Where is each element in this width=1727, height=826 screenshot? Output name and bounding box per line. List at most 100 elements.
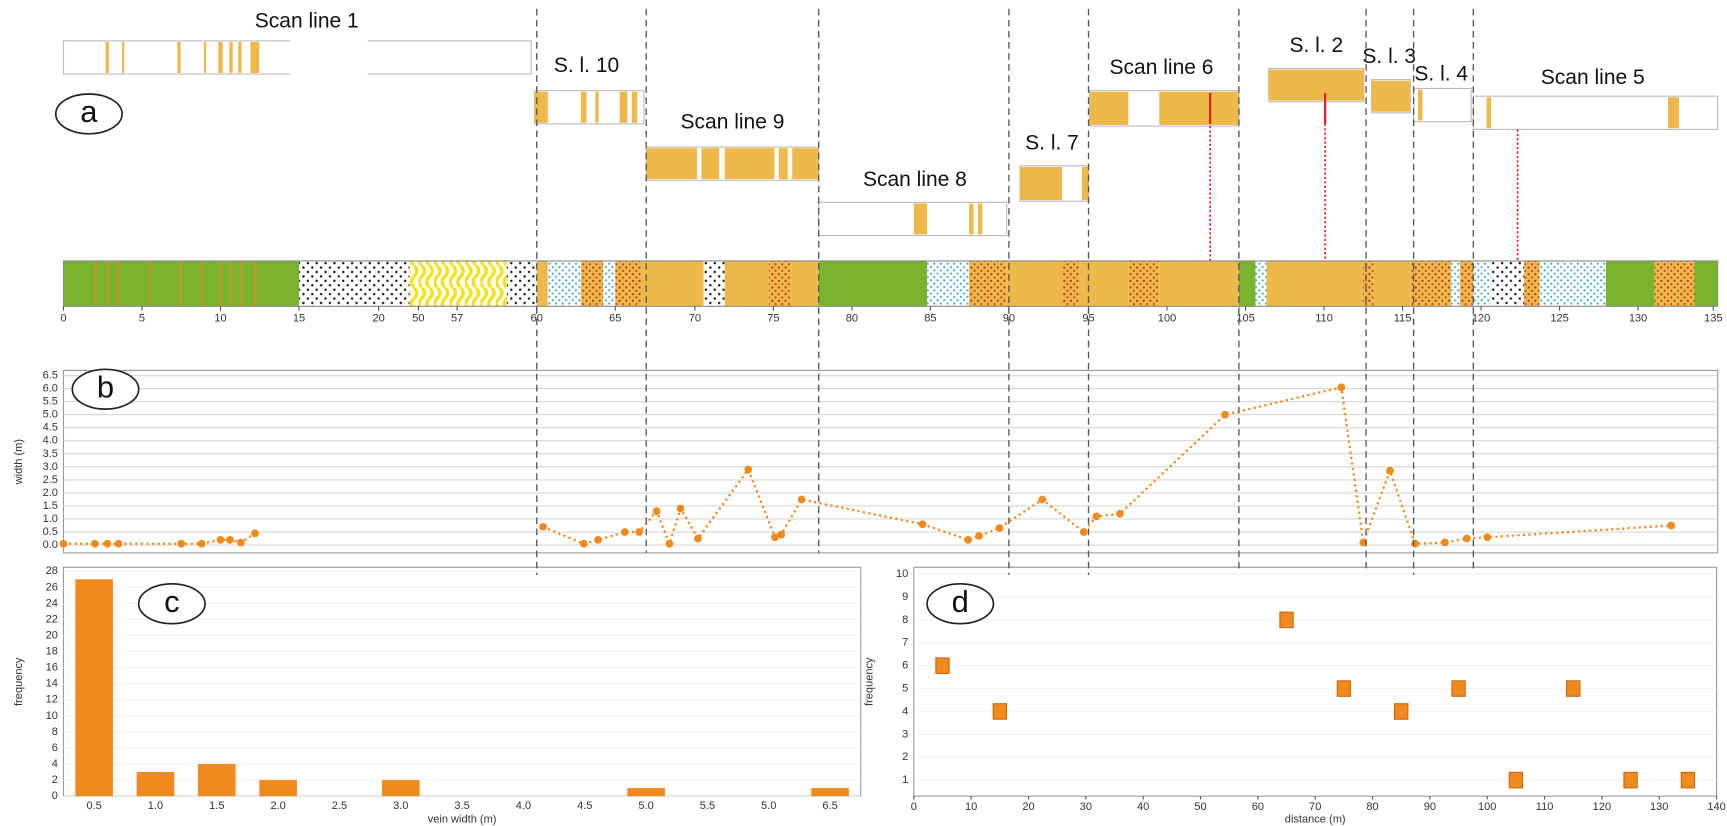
- width-point: [115, 540, 123, 548]
- x-tick-label: 30: [1080, 801, 1092, 813]
- y-axis-label: frequency: [864, 657, 876, 706]
- y-tick-label: 4: [52, 758, 58, 770]
- strip-tick-label: 57: [451, 312, 463, 324]
- x-tick-label: 90: [1424, 801, 1436, 813]
- y-tick-label: 10: [46, 710, 58, 722]
- point: [1280, 612, 1293, 627]
- width-point: [694, 535, 702, 543]
- y-tick-label: 2.0: [43, 487, 58, 499]
- x-tick-label: 0: [911, 801, 917, 813]
- point: [1509, 772, 1522, 787]
- y-tick-label: 3: [902, 728, 908, 740]
- y-tick-label: 14: [46, 678, 58, 690]
- y-tick-label: 3.0: [43, 461, 58, 473]
- bar: [75, 579, 113, 796]
- strip-segment: [819, 261, 927, 306]
- scan-line-label: Scan line 9: [681, 110, 785, 133]
- bar: [382, 780, 420, 796]
- y-tick-label: 2: [902, 751, 908, 763]
- figure: Scan line 1 S. l. 10 Scan line 9 Scan line …: [0, 0, 1727, 826]
- width-point: [91, 540, 99, 548]
- vein: [978, 203, 982, 234]
- y-tick-label: 1.0: [43, 513, 58, 525]
- strip-segment: [1524, 261, 1539, 306]
- width-point: [964, 536, 972, 544]
- strip-tick-label: 50: [412, 312, 424, 324]
- panel-label: c: [164, 584, 179, 619]
- y-tick-label: 0.5: [43, 526, 58, 538]
- vein: [1159, 92, 1239, 125]
- width-point: [1116, 510, 1124, 518]
- y-tick-label: 0.0: [43, 539, 58, 551]
- vein: [646, 148, 697, 179]
- width-point: [251, 529, 259, 537]
- x-tick-label: 60: [1252, 801, 1264, 813]
- strip-segment: [969, 261, 1007, 306]
- strip-segment: [548, 261, 581, 306]
- vein: [792, 148, 819, 179]
- y-tick-label: 0: [52, 790, 58, 802]
- width-point: [177, 540, 185, 548]
- vein: [1020, 167, 1062, 200]
- scan-line-label: S. l. 7: [1025, 131, 1079, 154]
- y-tick-label: 26: [46, 581, 58, 593]
- scan-line-label: Scan line 1: [255, 10, 359, 33]
- y-tick-label: 24: [46, 597, 58, 609]
- strip-segment: [642, 261, 704, 306]
- y-tick-label: 7: [902, 637, 908, 649]
- x-tick-label: 5.0: [638, 800, 653, 812]
- strip-segment: [791, 261, 819, 306]
- y-tick-label: 16: [46, 662, 58, 674]
- scan-line-label: Scan line 8: [863, 168, 967, 191]
- width-point: [580, 540, 588, 548]
- strip-segment: [1255, 261, 1266, 306]
- vein: [725, 148, 775, 179]
- y-tick-label: 6.0: [43, 383, 58, 395]
- y-tick-label: 1.5: [43, 500, 58, 512]
- y-tick-label: 6: [52, 742, 58, 754]
- strip-segment: [1079, 261, 1129, 306]
- bar: [627, 788, 665, 796]
- scan-line-box: [1473, 96, 1717, 129]
- width-point: [1441, 539, 1449, 547]
- scan-line-label: S. l. 10: [554, 54, 619, 77]
- strip-segment: [537, 261, 548, 306]
- y-tick-label: 1: [902, 774, 908, 786]
- width-point: [104, 540, 112, 548]
- y-tick-label: 12: [46, 694, 58, 706]
- width-point: [635, 528, 643, 536]
- vein: [1487, 97, 1491, 128]
- strip-segment: [1062, 261, 1079, 306]
- strip-segment: [410, 261, 507, 306]
- x-tick-label: 10: [965, 801, 977, 813]
- width-point: [919, 520, 927, 528]
- width-point: [975, 532, 983, 540]
- vein: [238, 42, 241, 73]
- width-point: [653, 507, 661, 515]
- strip-segment: [1451, 261, 1460, 306]
- bar: [259, 780, 297, 796]
- width-point: [539, 523, 547, 531]
- strip-tick-label: 115: [1394, 312, 1412, 324]
- y-tick-label: 22: [46, 613, 58, 625]
- strip-segment: [1239, 261, 1256, 306]
- y-tick-label: 9: [902, 591, 908, 603]
- y-tick-label: 2.5: [43, 474, 58, 486]
- strip-tick-label: 120: [1472, 312, 1490, 324]
- width-point: [666, 540, 674, 548]
- strip-segment: [1007, 261, 1062, 306]
- plot-frame: [63, 370, 1717, 552]
- strip-tick-label: 5: [139, 312, 145, 324]
- strip-segment: [725, 261, 769, 306]
- vein: [106, 42, 109, 73]
- strip-segment: [927, 261, 969, 306]
- strip-tick-label: 135: [1704, 312, 1722, 324]
- point: [993, 704, 1006, 719]
- vein: [535, 92, 548, 123]
- vein: [969, 203, 973, 234]
- width-point: [237, 539, 245, 547]
- strip-segment: [1606, 261, 1655, 306]
- strip-tick-label: 10: [214, 312, 226, 324]
- x-tick-label: 2.5: [332, 800, 347, 812]
- gap: [290, 39, 367, 77]
